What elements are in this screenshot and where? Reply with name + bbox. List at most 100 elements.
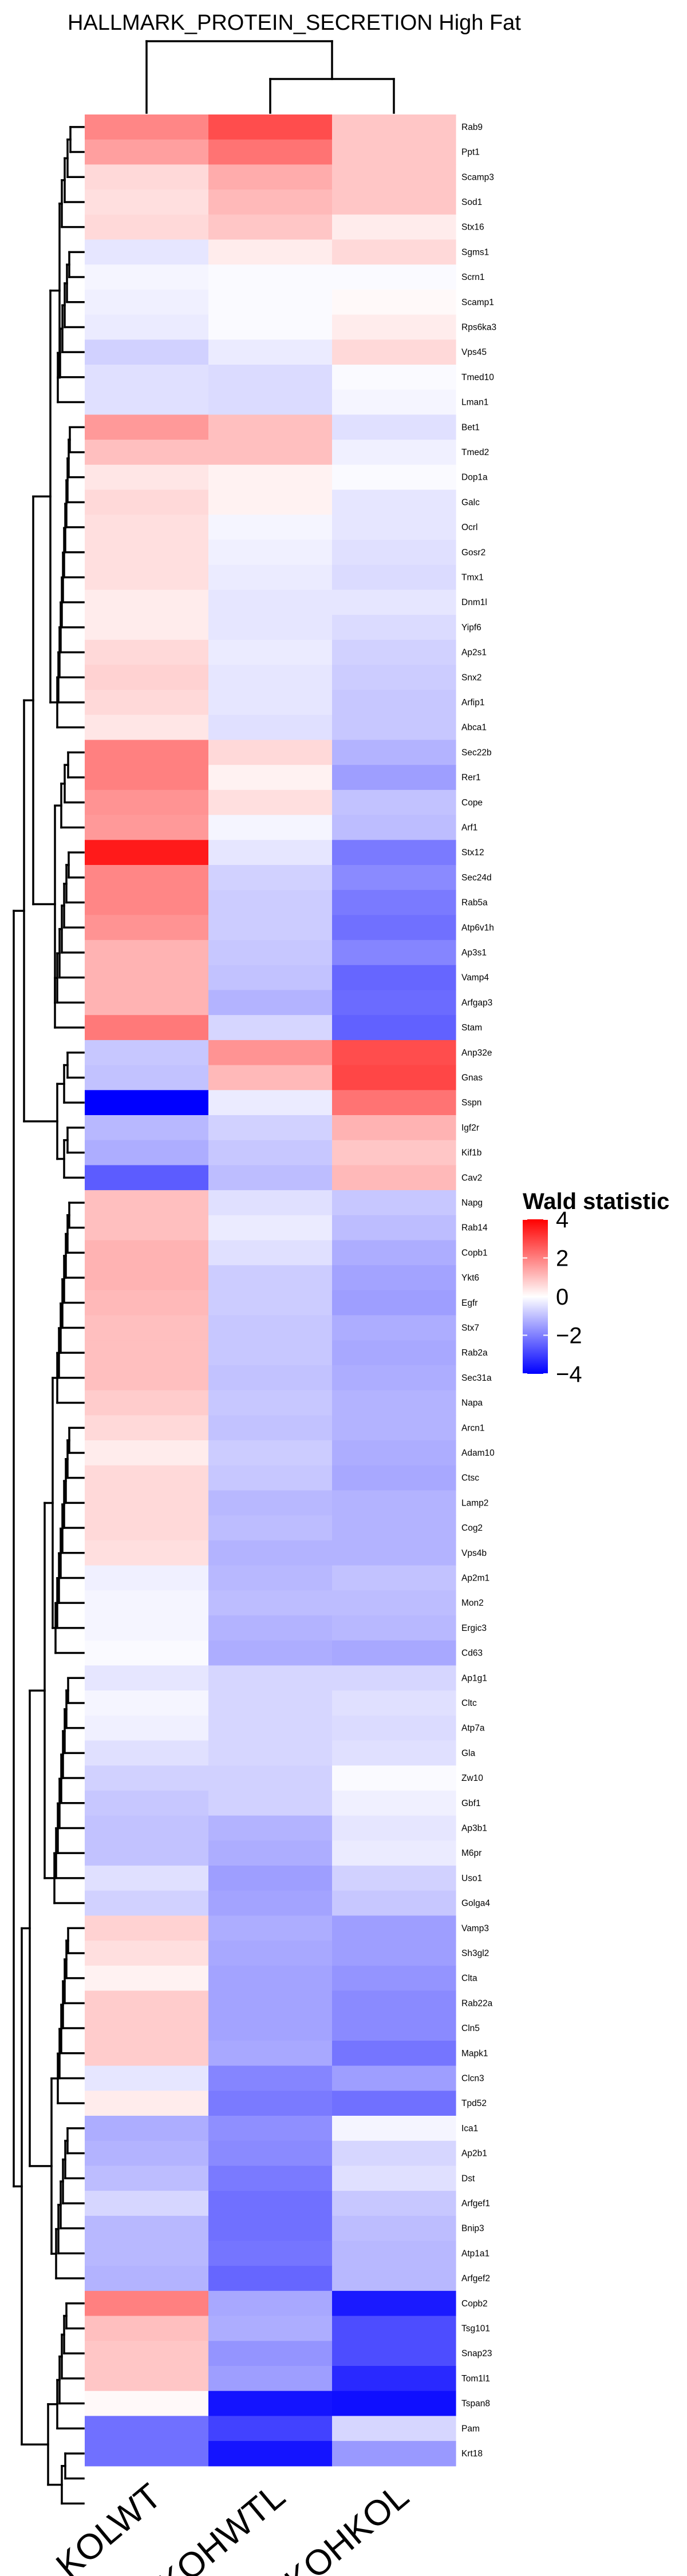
heatmap-cell-Cav2-KOHWTL bbox=[208, 1165, 333, 1191]
heatmap-cell-Tmed10-KOHWTL bbox=[208, 365, 333, 390]
heatmap-cell-M6pr-KOHWTL bbox=[208, 1840, 333, 1866]
row-label: Tpd52 bbox=[461, 2099, 487, 2108]
heatmap-cell-Gosr2-KOHWTL bbox=[208, 539, 333, 566]
heatmap-cell-Ctsc-KOLWT bbox=[85, 1465, 209, 1491]
heatmap-cell-Ocrl-KOHWTL bbox=[208, 515, 333, 540]
heatmap-cell-Sod1-KOHWTL bbox=[208, 189, 333, 215]
heatmap-cell-Cln5-KOHWTL bbox=[208, 2016, 333, 2041]
heatmap-cell-Arfgef1-KOHKOL bbox=[332, 2191, 456, 2217]
heatmap-cell-Tspan8-KOLWT bbox=[85, 2391, 209, 2416]
heatmap-cell-Stx7-KOLWT bbox=[85, 1315, 209, 1341]
heatmap-cell-Golga4-KOLWT bbox=[85, 1890, 209, 1916]
row-label: Tmed10 bbox=[461, 373, 494, 382]
row-label: Adam10 bbox=[461, 1448, 495, 1458]
row-label: Atp7a bbox=[461, 1724, 485, 1733]
heatmap-cell-Bnip3-KOHWTL bbox=[208, 2215, 333, 2242]
heatmap-cell-Sod1-KOLWT bbox=[85, 189, 209, 215]
heatmap-cell-Clcn3-KOLWT bbox=[85, 2065, 209, 2091]
row-label: Rps6ka3 bbox=[461, 322, 496, 332]
heatmap-cell-Gla-KOHWTL bbox=[208, 1740, 333, 1766]
heatmap-cell-Ppt1-KOHWTL bbox=[208, 139, 333, 165]
heatmap-cell-Vamp3-KOHKOL bbox=[332, 1915, 456, 1941]
row-label: Cln5 bbox=[461, 2024, 480, 2033]
heatmap-cell-Bet1-KOLWT bbox=[85, 414, 209, 440]
heatmap-cell-Arf1-KOHWTL bbox=[208, 815, 333, 840]
heatmap-cell-Ergic3-KOHWTL bbox=[208, 1615, 333, 1641]
heatmap-cell-Ap1g1-KOHWTL bbox=[208, 1665, 333, 1691]
heatmap-cell-Rab9-KOHWTL bbox=[208, 114, 333, 140]
row-label: Vps4b bbox=[461, 1548, 487, 1558]
heatmap-cell-Ap2b1-KOHKOL bbox=[332, 2140, 456, 2166]
heatmap-cell-Ap2m1-KOLWT bbox=[85, 1565, 209, 1591]
heatmap-cell-Ap1g1-KOLWT bbox=[85, 1665, 209, 1691]
heatmap-cell-Arfip1-KOHWTL bbox=[208, 690, 333, 716]
heatmap-cell-Ppt1-KOHKOL bbox=[332, 139, 456, 165]
legend-tick-label: 0 bbox=[556, 1285, 568, 1310]
heatmap-cell-Lman1-KOHWTL bbox=[208, 389, 333, 415]
heatmap-cell-Atp7a-KOHWTL bbox=[208, 1715, 333, 1741]
heatmap-cell-Copb2-KOLWT bbox=[85, 2290, 209, 2317]
heatmap-cell-Arfgef1-KOLWT bbox=[85, 2191, 209, 2217]
heatmap-cell-Scamp3-KOHKOL bbox=[332, 164, 456, 190]
heatmap-cell-Ap2b1-KOHWTL bbox=[208, 2140, 333, 2166]
heatmap-cell-Gbf1-KOHKOL bbox=[332, 1790, 456, 1816]
row-label: Arfip1 bbox=[461, 698, 485, 708]
heatmap-cell-Sec22b-KOLWT bbox=[85, 740, 209, 765]
legend-title: Wald statistic bbox=[523, 1189, 669, 1214]
row-label: Rab5a bbox=[461, 898, 488, 908]
heatmap-cell-Rps6ka3-KOHKOL bbox=[332, 314, 456, 340]
heatmap-cell-Uso1-KOLWT bbox=[85, 1866, 209, 1891]
heatmap-cell-Cd63-KOHKOL bbox=[332, 1640, 456, 1666]
heatmap-cell-Uso1-KOHKOL bbox=[332, 1866, 456, 1891]
row-label: Zw10 bbox=[461, 1773, 483, 1783]
heatmap-cell-Kif1b-KOLWT bbox=[85, 1140, 209, 1165]
row-label: Rab14 bbox=[461, 1223, 488, 1233]
heatmap-cell-Snap23-KOHWTL bbox=[208, 2341, 333, 2366]
heatmap-cell-Rab9-KOLWT bbox=[85, 114, 209, 140]
row-label: Arfgef2 bbox=[461, 2274, 490, 2283]
heatmap-cell-Atp1a1-KOLWT bbox=[85, 2241, 209, 2266]
heatmap-cell-Lamp2-KOHKOL bbox=[332, 1490, 456, 1516]
heatmap-cell-Igf2r-KOHKOL bbox=[332, 1115, 456, 1141]
row-label: Dop1a bbox=[461, 473, 488, 483]
heatmap-cell-Yipf6-KOHKOL bbox=[332, 615, 456, 641]
row-label: Sgms1 bbox=[461, 247, 489, 257]
heatmap-cell-Dst-KOLWT bbox=[85, 2166, 209, 2191]
heatmap-cell-Rab2a-KOHWTL bbox=[208, 1340, 333, 1366]
row-label: Arfgef1 bbox=[461, 2199, 490, 2208]
heatmap-cell-Yipf6-KOLWT bbox=[85, 615, 209, 641]
heatmap-cell-Egfr-KOHKOL bbox=[332, 1290, 456, 1316]
heatmap-cell-Sec24d-KOHKOL bbox=[332, 865, 456, 891]
heatmap-cell-Tom1l1-KOLWT bbox=[85, 2366, 209, 2392]
heatmap-cell-Cd63-KOLWT bbox=[85, 1640, 209, 1666]
heatmap-cell-Bet1-KOHWTL bbox=[208, 414, 333, 440]
row-label: Anp32e bbox=[461, 1048, 492, 1058]
heatmap-cell-Ap3b1-KOLWT bbox=[85, 1815, 209, 1841]
row-label: Gbf1 bbox=[461, 1799, 481, 1808]
heatmap-cell-Rab2a-KOHKOL bbox=[332, 1340, 456, 1366]
heatmap-cell-Vamp3-KOHWTL bbox=[208, 1915, 333, 1941]
heatmap-cell-Galc-KOLWT bbox=[85, 489, 209, 515]
heatmap-cell-Tpd52-KOLWT bbox=[85, 2091, 209, 2116]
heatmap-cell-Ykt6-KOLWT bbox=[85, 1265, 209, 1291]
heatmap-cell-Gosr2-KOHKOL bbox=[332, 539, 456, 566]
heatmap-cell-Vps45-KOLWT bbox=[85, 339, 209, 365]
heatmap-cell-Arfgef2-KOHWTL bbox=[208, 2266, 333, 2291]
heatmap-cell-Ica1-KOLWT bbox=[85, 2116, 209, 2142]
heatmap-cell-Gla-KOLWT bbox=[85, 1740, 209, 1766]
heatmap-cell-Cav2-KOLWT bbox=[85, 1165, 209, 1191]
row-label: Lamp2 bbox=[461, 1498, 488, 1508]
row-label: Rer1 bbox=[461, 773, 481, 783]
heatmap-cell-Kif1b-KOHKOL bbox=[332, 1140, 456, 1165]
row-label: Sspn bbox=[461, 1098, 481, 1108]
heatmap-cell-Scrn1-KOHWTL bbox=[208, 264, 333, 290]
heatmap-cell-Rab22a-KOHKOL bbox=[332, 1990, 456, 2016]
heatmap-cell-Ctsc-KOHKOL bbox=[332, 1465, 456, 1491]
heatmap-cell-Napa-KOLWT bbox=[85, 1390, 209, 1416]
heatmap-cell-Sec31a-KOHWTL bbox=[208, 1365, 333, 1391]
row-label: Gosr2 bbox=[461, 548, 485, 558]
row-label: Tom1l1 bbox=[461, 2374, 490, 2384]
row-label: Bnip3 bbox=[461, 2224, 484, 2234]
heatmap-cell-Ap2s1-KOLWT bbox=[85, 639, 209, 665]
heatmap-cell-Tom1l1-KOHKOL bbox=[332, 2366, 456, 2392]
